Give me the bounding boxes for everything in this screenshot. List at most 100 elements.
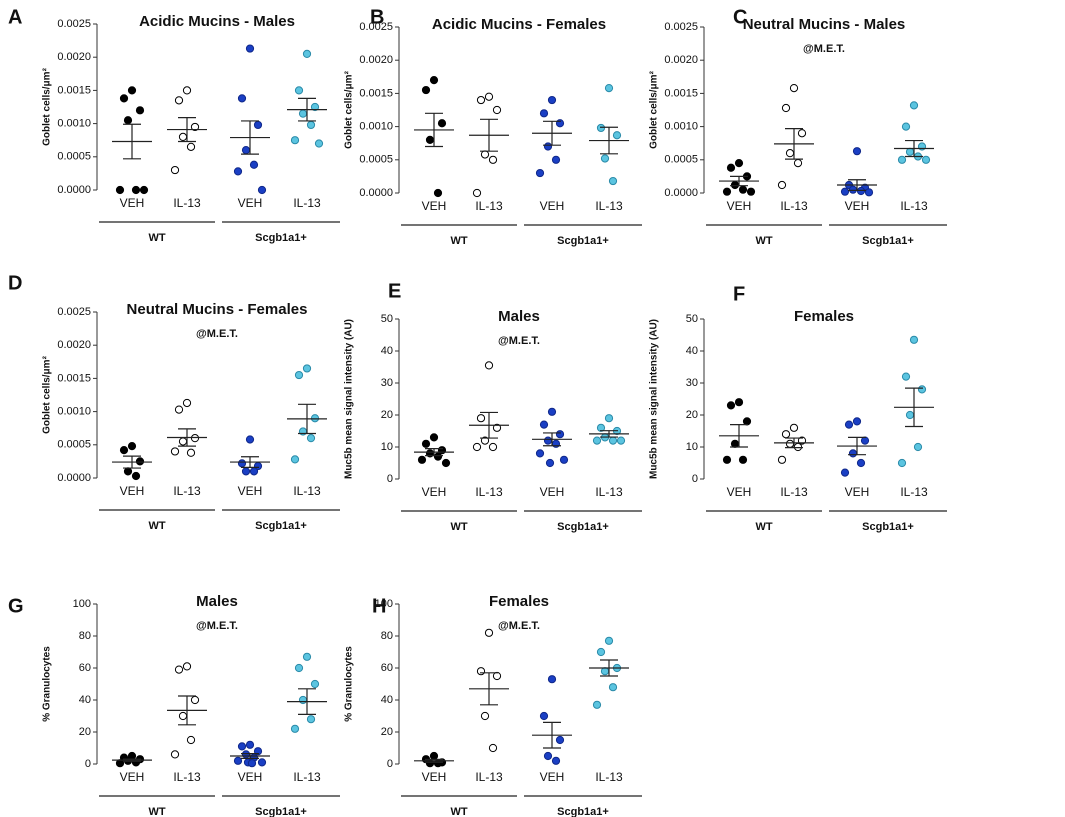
data-point xyxy=(596,123,606,133)
data-point xyxy=(856,186,866,196)
data-point xyxy=(722,455,732,464)
group-label: WT xyxy=(450,521,467,533)
data-point xyxy=(182,662,192,671)
data-point xyxy=(174,665,184,674)
data-point xyxy=(600,154,610,163)
data-point xyxy=(190,434,200,443)
y-tick-label: 0.0020 xyxy=(359,54,393,66)
x-tick-label: IL-13 xyxy=(475,770,503,784)
data-point xyxy=(178,711,188,721)
data-point xyxy=(592,700,602,709)
x-tick-label: IL-13 xyxy=(900,199,928,213)
error-bar xyxy=(123,123,141,160)
data-point xyxy=(604,636,614,645)
data-point xyxy=(797,129,807,138)
x-tick-label: VEH xyxy=(238,196,263,210)
error-bar xyxy=(730,175,748,187)
panel-letter: E xyxy=(388,280,401,302)
y-tick-label: 20 xyxy=(381,726,393,738)
data-point xyxy=(864,188,874,197)
x-tick-label: IL-13 xyxy=(475,485,503,499)
chart-subtitle: @M.E.T. xyxy=(196,620,238,632)
chart-subtitle: @M.E.T. xyxy=(803,43,845,55)
chart-title: Females xyxy=(794,308,854,325)
y-tick-label: 40 xyxy=(381,345,393,357)
data-point xyxy=(535,168,545,178)
data-point xyxy=(302,652,312,661)
data-point xyxy=(789,423,799,432)
panel-letter: H xyxy=(372,595,386,617)
panel: B Acidic Mucins - Females Goblet cells/μm²… xyxy=(344,6,642,247)
y-tick-label: 0.0020 xyxy=(57,51,91,63)
data-point xyxy=(135,106,145,115)
panel-letter: B xyxy=(370,6,384,28)
error-bar xyxy=(425,112,443,148)
data-point xyxy=(608,683,618,692)
error-bar xyxy=(543,120,561,146)
data-point xyxy=(492,105,502,115)
error-bar xyxy=(178,428,196,447)
y-tick-label: 80 xyxy=(79,630,91,642)
data-point xyxy=(480,150,490,159)
y-tick-label: 0.0000 xyxy=(359,187,393,199)
data-point xyxy=(237,94,247,103)
data-point xyxy=(860,436,870,445)
data-point xyxy=(241,750,251,759)
data-point xyxy=(237,742,247,751)
x-tick-label: VEH xyxy=(120,196,145,210)
y-tick-label: 0.0020 xyxy=(664,54,698,66)
error-bar xyxy=(123,455,141,469)
group-label: Scgb1a1+ xyxy=(557,521,609,533)
data-point xyxy=(539,420,549,429)
data-point xyxy=(186,448,196,457)
y-tick-label: 20 xyxy=(79,726,91,738)
data-point xyxy=(441,458,451,468)
data-point xyxy=(178,132,188,141)
y-tick-label: 0.0020 xyxy=(57,339,91,351)
x-tick-label: VEH xyxy=(727,199,752,213)
chart-title: Females xyxy=(489,593,549,610)
error-bar xyxy=(785,437,803,449)
x-tick-label: VEH xyxy=(422,770,447,784)
y-axis-label: Goblet cells/μm² xyxy=(649,70,660,148)
group-label: Scgb1a1+ xyxy=(862,521,914,533)
group-label: WT xyxy=(755,521,772,533)
error-bar xyxy=(785,127,803,160)
error-bar xyxy=(905,387,923,428)
data-point xyxy=(793,159,803,168)
data-point xyxy=(726,401,736,410)
data-point xyxy=(600,667,610,676)
y-tick-label: 20 xyxy=(686,409,698,421)
data-point xyxy=(856,458,866,468)
error-bar xyxy=(480,118,498,152)
data-point xyxy=(777,455,787,464)
data-point xyxy=(480,711,490,721)
x-tick-label: IL-13 xyxy=(293,770,321,784)
y-tick-label: 0.0010 xyxy=(664,121,698,133)
group-label: WT xyxy=(148,520,165,532)
data-point xyxy=(425,135,435,144)
error-bar xyxy=(600,430,618,438)
data-point xyxy=(123,467,133,476)
x-tick-label: VEH xyxy=(540,770,565,784)
y-tick-label: 100 xyxy=(73,598,91,610)
data-point xyxy=(604,414,614,423)
data-point xyxy=(241,146,251,155)
data-point xyxy=(294,663,304,673)
group-label: Scgb1a1+ xyxy=(862,235,914,247)
group-label: Scgb1a1+ xyxy=(255,520,307,532)
y-tick-label: 0.0000 xyxy=(57,184,91,196)
data-point xyxy=(476,414,486,423)
data-point xyxy=(604,83,614,93)
data-point xyxy=(559,455,569,464)
data-point xyxy=(170,750,180,759)
data-point xyxy=(127,86,137,95)
y-tick-label: 60 xyxy=(381,662,393,674)
y-tick-label: 40 xyxy=(381,694,393,706)
data-point xyxy=(781,430,791,439)
y-tick-label: 20 xyxy=(381,409,393,421)
data-point xyxy=(433,452,443,461)
y-tick-label: 0 xyxy=(85,758,91,770)
panel: F Females Muc5b mean signal intensity (AU)… xyxy=(649,283,947,533)
data-point xyxy=(608,176,618,186)
